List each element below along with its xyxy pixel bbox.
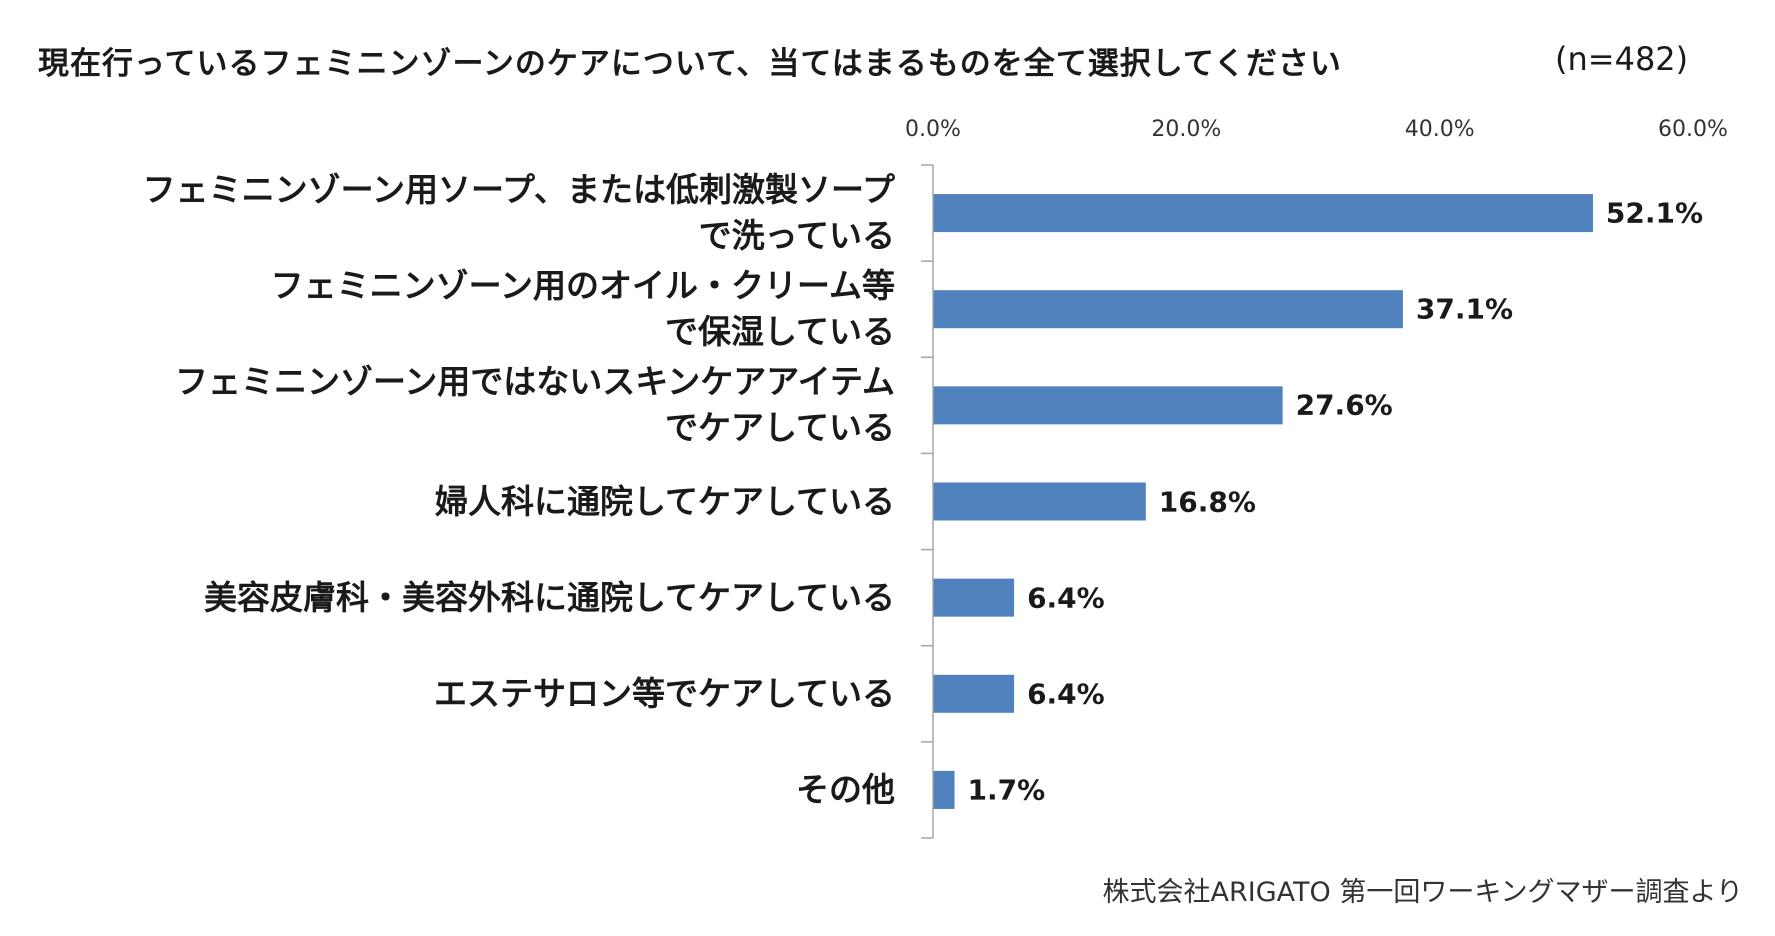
bar	[933, 290, 1403, 329]
bar	[933, 482, 1146, 521]
category-label: フェミニンゾーン用ではないスキンケアアイテムでケアしている	[35, 359, 895, 451]
chart-title: 現在行っているフェミニンゾーンのケアについて、当てはまるものを全て選択してくださ…	[38, 46, 1342, 82]
category-label: その他	[35, 767, 895, 813]
bar	[933, 770, 955, 809]
bar	[933, 194, 1593, 233]
x-tick-label: 60.0%	[1658, 117, 1728, 142]
x-tick-label: 20.0%	[1151, 117, 1222, 142]
data-label: 6.4%	[1027, 581, 1105, 615]
sample-size: (n=482)	[1555, 40, 1689, 78]
data-label: 16.8%	[1158, 485, 1256, 518]
bar	[933, 386, 1283, 425]
data-label: 6.4%	[1027, 677, 1105, 711]
category-label: エステサロン等でケアしている	[35, 671, 895, 717]
category-label-line: で保湿している	[664, 312, 895, 352]
bar	[933, 578, 1015, 617]
category-label-line: エステサロン等でケアしている	[433, 673, 895, 713]
category-label-line: フェミニンゾーン用のオイル・クリーム等	[270, 266, 895, 306]
category-label-line: その他	[796, 769, 895, 809]
category-label-line: でケアしている	[664, 408, 895, 448]
category-label-line: フェミニンゾーン用ではないスキンケアアイテム	[174, 362, 895, 402]
x-tick-label: 40.0%	[1404, 117, 1475, 142]
x-tick-label: 0.0%	[905, 117, 961, 142]
category-label-line: フェミニンゾーン用ソープ、または低刺激製ソープ	[142, 170, 895, 210]
source-footer: 株式会社ARIGATO 第一回ワーキングマザー調査より	[1102, 877, 1743, 908]
category-label-line: で洗っている	[698, 216, 895, 256]
category-label: フェミニンゾーン用のオイル・クリーム等で保湿している	[35, 263, 895, 355]
bar	[933, 674, 1015, 713]
data-label: 52.1%	[1605, 196, 1704, 230]
data-label: 1.7%	[967, 773, 1046, 807]
data-label: 27.6%	[1295, 388, 1393, 422]
category-label-line: 婦人科に通院してケアしている	[434, 481, 895, 521]
category-label: 美容皮膚科・美容外科に通院してケアしている	[35, 575, 895, 621]
category-label: フェミニンゾーン用ソープ、または低刺激製ソープで洗っている	[35, 167, 895, 259]
category-label-line: 美容皮膚科・美容外科に通院してケアしている	[203, 577, 895, 617]
data-label: 37.1%	[1415, 292, 1514, 326]
category-label: 婦人科に通院してケアしている	[35, 479, 895, 525]
